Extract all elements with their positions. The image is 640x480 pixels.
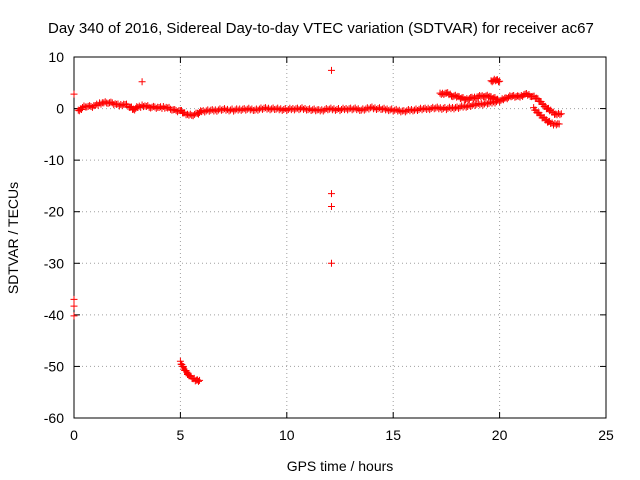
data-point (70, 90, 78, 98)
data-point (473, 100, 481, 108)
data-point (462, 103, 470, 111)
data-point (262, 104, 270, 112)
x-tick-label: 25 (598, 427, 614, 443)
data-point (196, 376, 204, 384)
data-point (174, 108, 182, 116)
tick-labels: 0 5 10 15 20 25 -60 -50 -40 -30 -20 -10 0 10 (44, 49, 614, 443)
data-point (471, 101, 479, 109)
data-point (368, 103, 376, 111)
y-tick-label: 10 (48, 49, 64, 65)
data-point (155, 104, 163, 112)
data-point (245, 104, 253, 112)
data-point (79, 104, 87, 112)
data-point (70, 312, 78, 320)
data-point (496, 77, 504, 85)
data-point (493, 95, 501, 103)
data-point (220, 105, 228, 113)
data-point (552, 121, 560, 129)
x-axis-title: GPS time / hours (287, 458, 394, 474)
y-tick-label: -60 (44, 410, 64, 426)
plot-frame (73, 56, 607, 419)
data-point (310, 105, 318, 113)
data-point (118, 102, 126, 110)
data-point (392, 105, 400, 113)
y-tick-label: -50 (44, 358, 64, 374)
x-tick-label: 5 (177, 427, 185, 443)
data-point (482, 99, 490, 107)
y-tick-label: -20 (44, 204, 64, 220)
data-point (164, 104, 172, 112)
x-tick-label: 10 (279, 427, 295, 443)
data-point (556, 111, 564, 119)
data-point (176, 357, 184, 365)
data-point (452, 104, 460, 112)
data-point (380, 104, 388, 112)
data-point (327, 203, 335, 211)
y-tick-label: -30 (44, 255, 64, 271)
data-point (327, 104, 335, 112)
data-point (327, 66, 335, 74)
data-point (108, 99, 116, 107)
data-point (182, 367, 190, 375)
data-point (407, 106, 415, 114)
data-point (138, 101, 146, 109)
chart-title: Day 340 of 2016, Sidereal Day-to-day VTE… (48, 20, 594, 37)
data-point (97, 100, 105, 108)
y-tick-label: -10 (44, 152, 64, 168)
y-tick-label: 0 (56, 101, 64, 117)
data-point (87, 103, 95, 111)
data-point (450, 105, 458, 113)
data-point (327, 190, 335, 198)
data-point (70, 302, 78, 310)
data-point (461, 102, 469, 110)
x-tick-label: 0 (70, 427, 78, 443)
x-tick-label: 20 (492, 427, 508, 443)
y-tick-label: -40 (44, 307, 64, 323)
data-point (142, 103, 150, 111)
data-point (351, 104, 359, 112)
y-axis-title: SDTVAR / TECUs (5, 182, 21, 294)
x-tick-label: 15 (385, 427, 401, 443)
data-point (433, 103, 441, 111)
data-point (274, 104, 282, 112)
data-point (557, 110, 565, 118)
axes (73, 56, 607, 419)
data-point (327, 259, 335, 267)
data-point (70, 295, 78, 303)
data-points (70, 66, 565, 385)
data-point (194, 377, 202, 385)
data-point (298, 104, 306, 112)
data-point (555, 120, 563, 128)
data-point (159, 103, 167, 111)
data-point (138, 78, 146, 86)
